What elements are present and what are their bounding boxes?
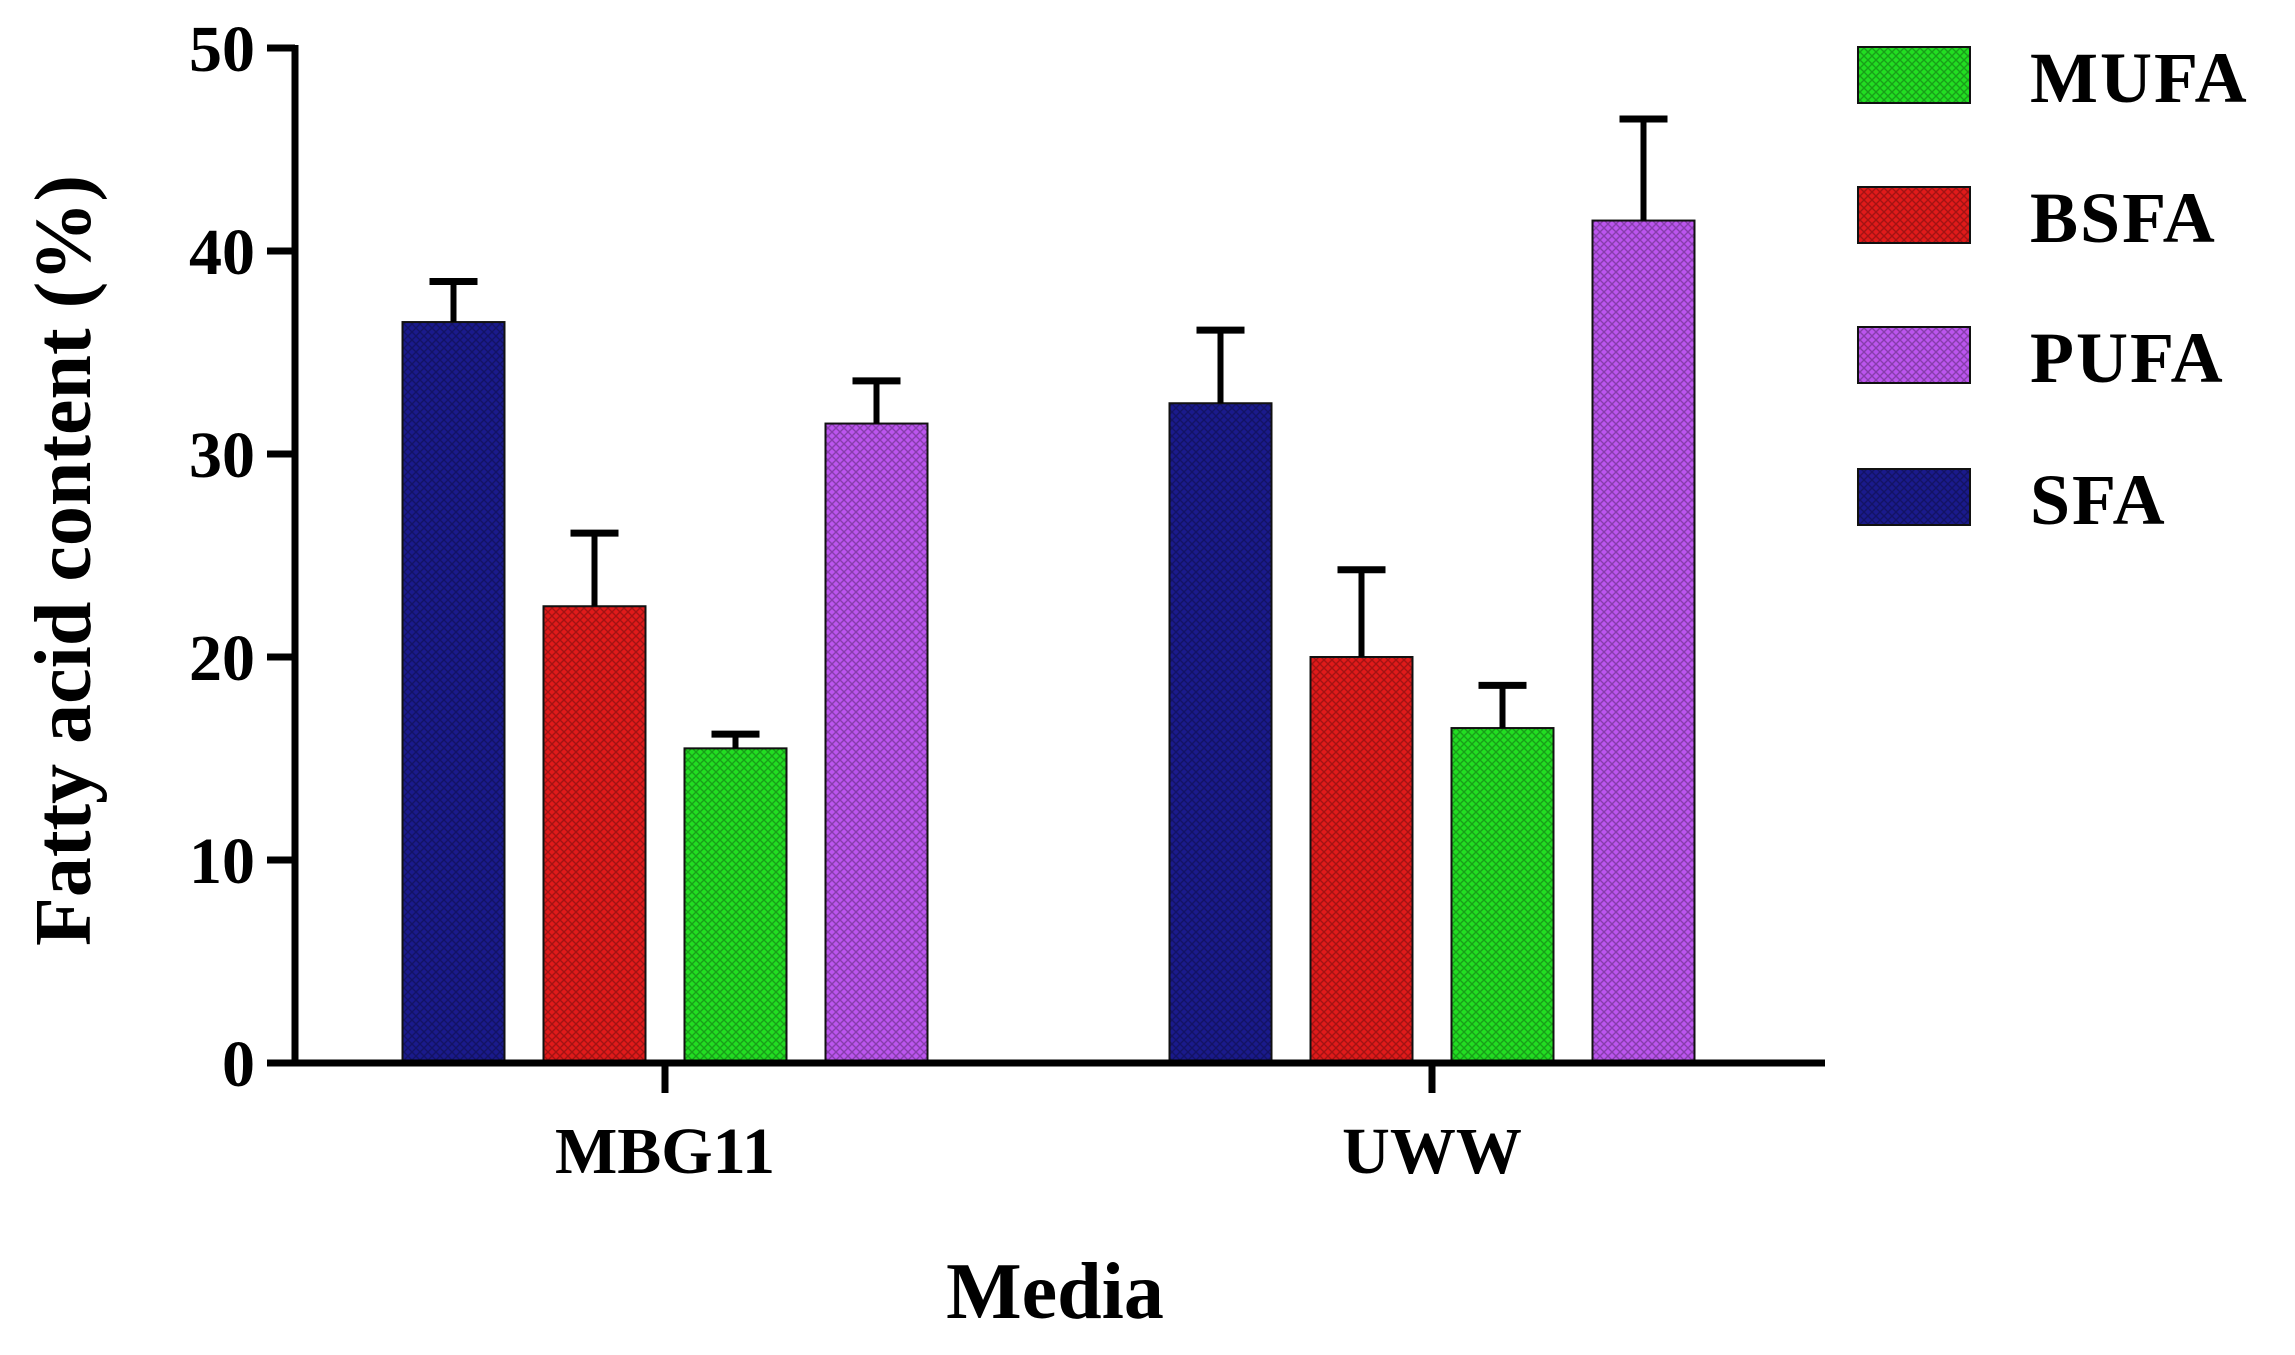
bar-pufa-uww bbox=[1591, 219, 1696, 1065]
y-tick-label: 10 bbox=[189, 825, 255, 898]
x-axis-title: Media bbox=[946, 1248, 1164, 1336]
bar-sfa-mbg11 bbox=[401, 321, 506, 1064]
bar-pufa-mbg11 bbox=[824, 422, 929, 1064]
bar-bsfa-mbg11 bbox=[542, 605, 647, 1064]
y-tick-label: 40 bbox=[189, 216, 255, 289]
axes-group bbox=[291, 45, 1825, 1067]
error-bars-group bbox=[429, 115, 1668, 749]
legend-swatch-pufa bbox=[1857, 326, 1971, 384]
bars-group bbox=[401, 219, 1696, 1065]
legend: MUFA BSFA PUFA SFA bbox=[1857, 38, 2249, 540]
y-tick-label: 20 bbox=[189, 622, 255, 695]
legend-swatch-mufa bbox=[1857, 46, 1971, 104]
bar-sfa-uww bbox=[1168, 402, 1273, 1064]
x-tick-label: UWW bbox=[1342, 1115, 1522, 1188]
legend-label-mufa: MUFA bbox=[2030, 38, 2249, 118]
x-tick-label: MBG11 bbox=[555, 1115, 775, 1188]
x-ticks-group: MBG11 UWW bbox=[555, 1063, 1522, 1188]
bar-mufa-uww bbox=[1450, 727, 1555, 1064]
y-tick-label: 50 bbox=[189, 13, 255, 86]
legend-label-bsfa: BSFA bbox=[2030, 178, 2217, 258]
legend-label-pufa: PUFA bbox=[2030, 318, 2225, 398]
y-ticks-group: 0 10 20 30 40 50 bbox=[189, 13, 295, 1101]
y-axis-title: Fatty acid content (%) bbox=[20, 175, 108, 946]
y-tick-label: 0 bbox=[222, 1028, 255, 1101]
bar-mufa-mbg11 bbox=[683, 747, 788, 1064]
legend-swatch-sfa bbox=[1857, 468, 1971, 526]
bar-bsfa-uww bbox=[1309, 656, 1414, 1064]
y-tick-label: 30 bbox=[189, 419, 255, 492]
legend-swatch-bsfa bbox=[1857, 186, 1971, 244]
legend-label-sfa: SFA bbox=[2030, 460, 2167, 540]
